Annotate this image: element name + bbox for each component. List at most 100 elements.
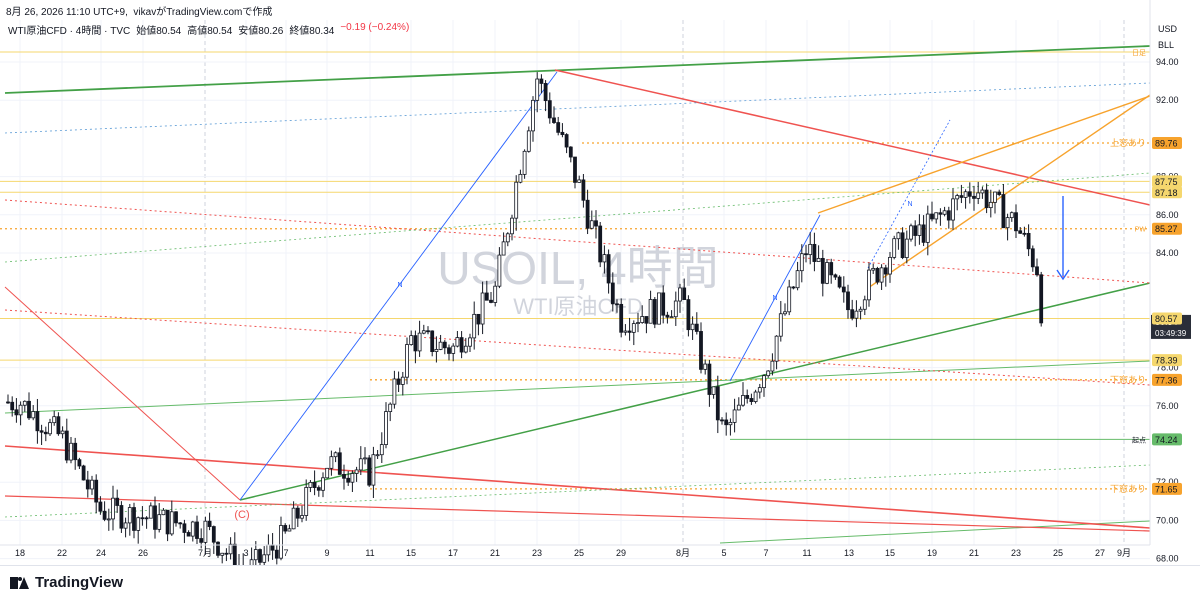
- candle-body: [1039, 274, 1044, 324]
- candle-body: [413, 335, 418, 352]
- candle-body: [493, 285, 498, 303]
- trend-line: [239, 71, 558, 501]
- change-value: −0.19 (−0.24%): [340, 22, 410, 33]
- price-chart[interactable]: USOIL, 4時間 WTI原油CFD 上窓ありPW下窓あり起点下窓あり週足起点…: [0, 0, 1200, 565]
- candle-body: [833, 274, 838, 278]
- candle-body: [300, 515, 304, 519]
- tradingview-brand[interactable]: TradingView: [10, 574, 123, 591]
- candle: [350, 470, 355, 492]
- candle-body: [329, 456, 334, 469]
- candle: [10, 396, 15, 417]
- candle: [1014, 204, 1018, 239]
- candle: [1001, 183, 1006, 229]
- candle: [808, 232, 813, 265]
- candle-body: [917, 224, 922, 236]
- candle-body: [182, 523, 187, 533]
- candle-body: [925, 213, 930, 243]
- candle: [1022, 226, 1027, 237]
- candle: [127, 503, 132, 536]
- candle: [547, 92, 552, 124]
- candle-body: [354, 469, 359, 474]
- candle: [854, 300, 859, 328]
- candle-body: [451, 345, 456, 354]
- candle: [232, 532, 237, 565]
- candle-body: [791, 286, 796, 289]
- time-tick-label: 21: [969, 548, 979, 558]
- candle: [762, 374, 766, 397]
- candle-body: [732, 409, 737, 423]
- candle-body: [741, 395, 745, 406]
- candle-body: [867, 269, 871, 301]
- candle-body: [119, 505, 124, 529]
- candle-body: [195, 521, 199, 539]
- candle-body: [337, 452, 342, 475]
- candle: [665, 311, 670, 324]
- candle-body: [522, 150, 527, 175]
- candle-body: [921, 224, 926, 243]
- candle: [384, 402, 388, 449]
- candle: [363, 447, 367, 465]
- candle: [686, 295, 691, 337]
- candle-body: [232, 543, 237, 565]
- candle: [434, 336, 439, 363]
- candle-body: [434, 349, 439, 353]
- candle-body: [405, 344, 409, 378]
- candle-body: [388, 403, 393, 413]
- candle: [354, 466, 359, 482]
- price-tick-label: 92.00: [1156, 95, 1179, 105]
- candle-body: [253, 549, 258, 561]
- candle: [102, 501, 107, 522]
- candle: [106, 508, 111, 531]
- candle: [652, 297, 657, 329]
- price-tick-label: 84.00: [1156, 248, 1179, 258]
- candle-body: [862, 299, 867, 310]
- time-tick-label: 15: [885, 548, 895, 558]
- brand-name: TradingView: [35, 574, 124, 591]
- candle-body: [350, 473, 355, 483]
- price-tick-label: 86.00: [1156, 210, 1179, 220]
- candle: [451, 343, 456, 362]
- candle-body: [400, 376, 405, 385]
- candle-body: [640, 316, 645, 323]
- candle-body: [316, 487, 321, 491]
- wave-label-n: N: [907, 201, 912, 208]
- trend-line: [4, 286, 241, 501]
- candle: [904, 230, 909, 264]
- level-note: 起点: [1132, 436, 1146, 444]
- snapshot-credit: vikavがTradingView.comで作成: [133, 7, 273, 18]
- candle: [736, 397, 741, 411]
- candle-body: [321, 477, 325, 491]
- candle: [682, 278, 687, 300]
- candle: [132, 502, 136, 539]
- candle-body: [312, 481, 317, 488]
- candle-body: [52, 416, 57, 424]
- candle: [325, 467, 330, 479]
- time-axis[interactable]: 18 22 24 26 7月 3 7 9 11 15 17 21 23 25 29 8月 5 7 11 13 15 19 2…: [0, 544, 1150, 558]
- level-price-tag-text: 89.76: [1155, 138, 1178, 148]
- candle-body: [984, 189, 989, 209]
- candle: [413, 330, 418, 364]
- candle: [279, 516, 283, 561]
- candle: [640, 305, 645, 324]
- candle-body: [812, 243, 817, 262]
- candle: [409, 330, 414, 346]
- time-tick-label: 25: [574, 548, 584, 558]
- candle-body: [841, 286, 846, 293]
- price-axis[interactable]: USD BLL 94.0092.0088.0086.0084.0078.0076…: [1149, 0, 1200, 565]
- candle: [346, 471, 351, 486]
- level-price-tag: 87.18: [1152, 186, 1182, 199]
- candle: [606, 249, 611, 294]
- trend-line: [554, 69, 1151, 206]
- candle: [371, 446, 376, 499]
- candle: [896, 231, 901, 250]
- candle-body: [997, 191, 1002, 195]
- candle-body: [934, 212, 939, 220]
- level-price-tag: 71.65: [1152, 482, 1182, 495]
- candle-body: [560, 131, 565, 135]
- trend-line: [4, 172, 1151, 263]
- candle: [581, 173, 586, 208]
- chart-grid: [0, 20, 1150, 560]
- candle-body: [585, 199, 590, 229]
- candle: [526, 126, 531, 153]
- symbol-watermark: USOIL, 4時間 WTI原油CFD: [437, 242, 718, 319]
